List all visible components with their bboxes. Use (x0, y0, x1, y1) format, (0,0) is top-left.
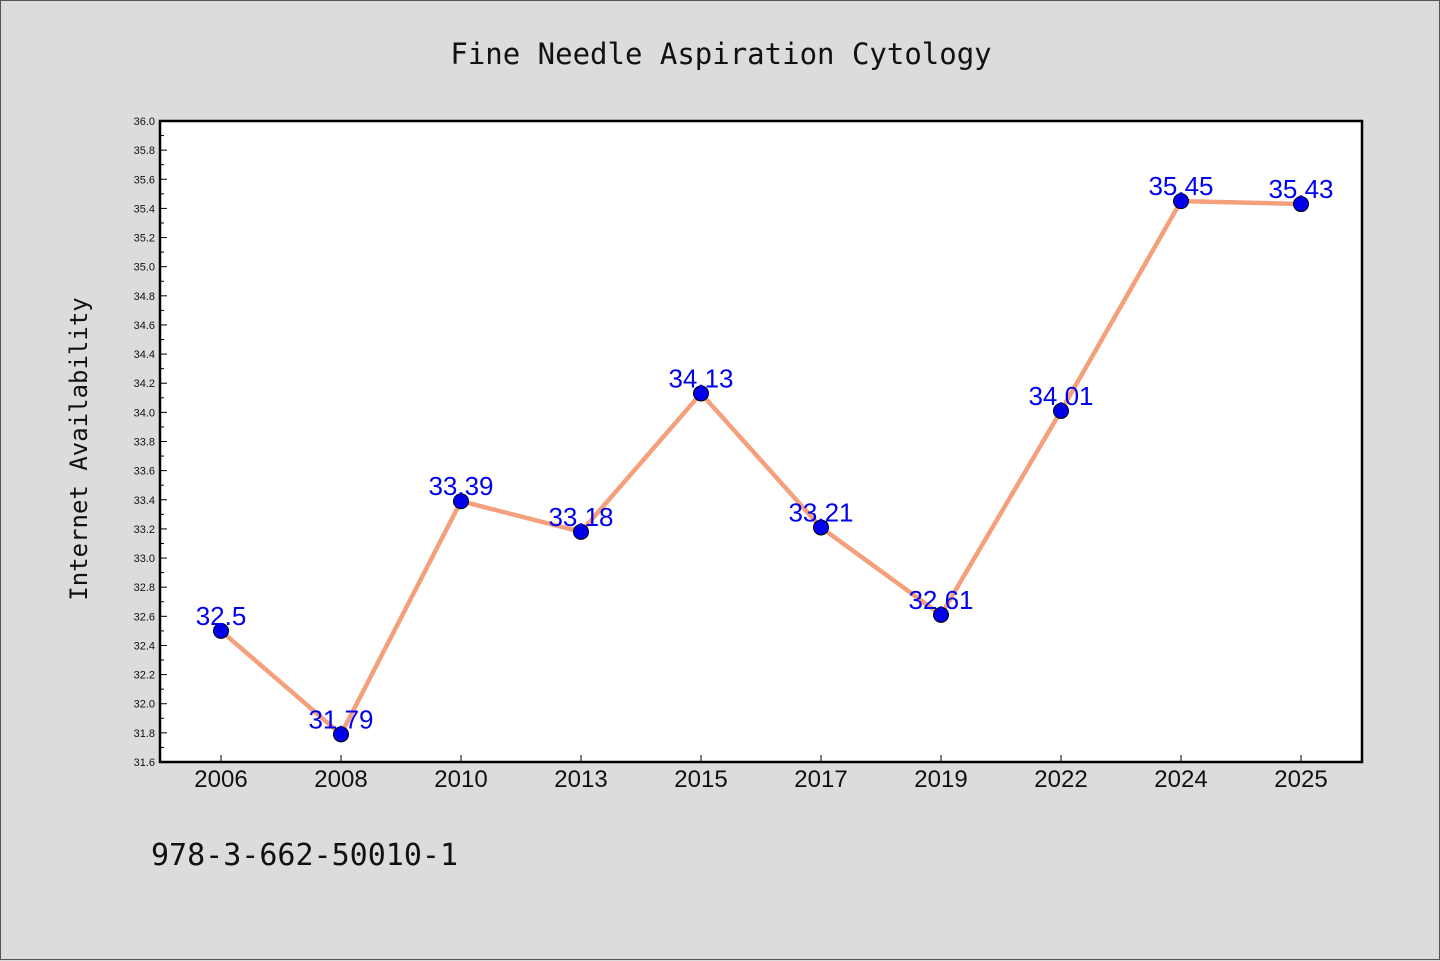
y-tick-label: 33.8 (134, 437, 155, 449)
data-point (813, 519, 829, 536)
data-labels: 32.5 31.79 33.39 33.18 34.13 33.21 32.61 34.01 3… (196, 171, 1334, 734)
data-point (333, 726, 349, 743)
y-tick-label: 35.6 (134, 174, 155, 186)
y-tick-label: 34.2 (134, 378, 155, 390)
data-label: 35.45 (1148, 171, 1213, 201)
data-point (1173, 193, 1189, 210)
data-label: 31.79 (308, 704, 373, 734)
chart-title: Fine Needle Aspiration Cytology (450, 37, 991, 71)
y-tick-label: 33.2 (134, 524, 155, 536)
y-tick-label: 32.8 (134, 582, 155, 594)
y-tick-label: 36.0 (134, 116, 155, 128)
y-tick-label: 32.0 (134, 699, 155, 711)
y-tick-label: 33.6 (134, 466, 155, 478)
data-label: 33.18 (548, 502, 613, 532)
y-tick-label: 35.8 (134, 145, 155, 157)
y-tick-label: 35.4 (134, 203, 155, 215)
y-tick-label: 32.6 (134, 611, 155, 623)
x-tick-label: 2006 (194, 766, 247, 793)
x-tick-label: 2008 (314, 766, 367, 793)
x-tick-label: 2010 (434, 766, 487, 793)
footer-note: 978-3-662-50010-1 (151, 838, 458, 873)
series-polyline (219, 198, 1302, 737)
data-point (573, 523, 589, 540)
y-tick-label: 34.8 (134, 291, 155, 303)
y-tick-label: 33.0 (134, 553, 155, 565)
data-label: 32.61 (908, 585, 973, 615)
y-tick-label: 35.2 (134, 233, 155, 245)
data-point (933, 606, 949, 623)
series-line (219, 198, 1302, 737)
y-tick-label: 33.4 (134, 495, 155, 507)
x-tick-label: 2017 (794, 766, 847, 793)
data-point (1293, 196, 1309, 213)
x-tick-label: 2025 (1274, 766, 1327, 793)
series-markers (213, 193, 1309, 743)
x-tick-label: 2013 (554, 766, 607, 793)
data-label: 33.21 (788, 497, 853, 527)
x-tick-label: 2024 (1154, 766, 1207, 793)
data-label: 34.01 (1028, 381, 1093, 411)
data-point (1053, 402, 1069, 419)
y-tick-label: 34.0 (134, 407, 155, 419)
data-label: 33.39 (428, 471, 493, 501)
x-axis: 2006 2008 2010 2013 2015 2017 2019 2022 2024 2025 (194, 755, 1328, 793)
y-tick-label: 35.0 (134, 262, 155, 274)
y-tick-label: 32.2 (134, 670, 155, 682)
y-tick-label: 32.4 (134, 640, 155, 652)
y-axis: 31.6 31.8 32.0 32.2 32.4 32.6 32.8 33.0 33.2 33.4… (134, 116, 167, 769)
data-label: 35.43 (1268, 174, 1333, 204)
data-label: 34.13 (668, 363, 733, 393)
y-tick-label: 34.4 (134, 349, 155, 361)
y-axis-label: Internet Availability (65, 297, 93, 600)
y-tick-label: 31.6 (134, 757, 155, 769)
data-point (213, 622, 229, 639)
x-tick-label: 2019 (914, 766, 967, 793)
x-tick-label: 2015 (674, 766, 727, 793)
y-tick-label: 31.8 (134, 728, 155, 740)
data-point (693, 385, 709, 402)
plot-area (158, 119, 1364, 764)
x-tick-label: 2022 (1034, 766, 1087, 793)
data-point (453, 493, 469, 510)
data-label: 32.5 (196, 601, 247, 631)
y-tick-label: 34.6 (134, 320, 155, 332)
